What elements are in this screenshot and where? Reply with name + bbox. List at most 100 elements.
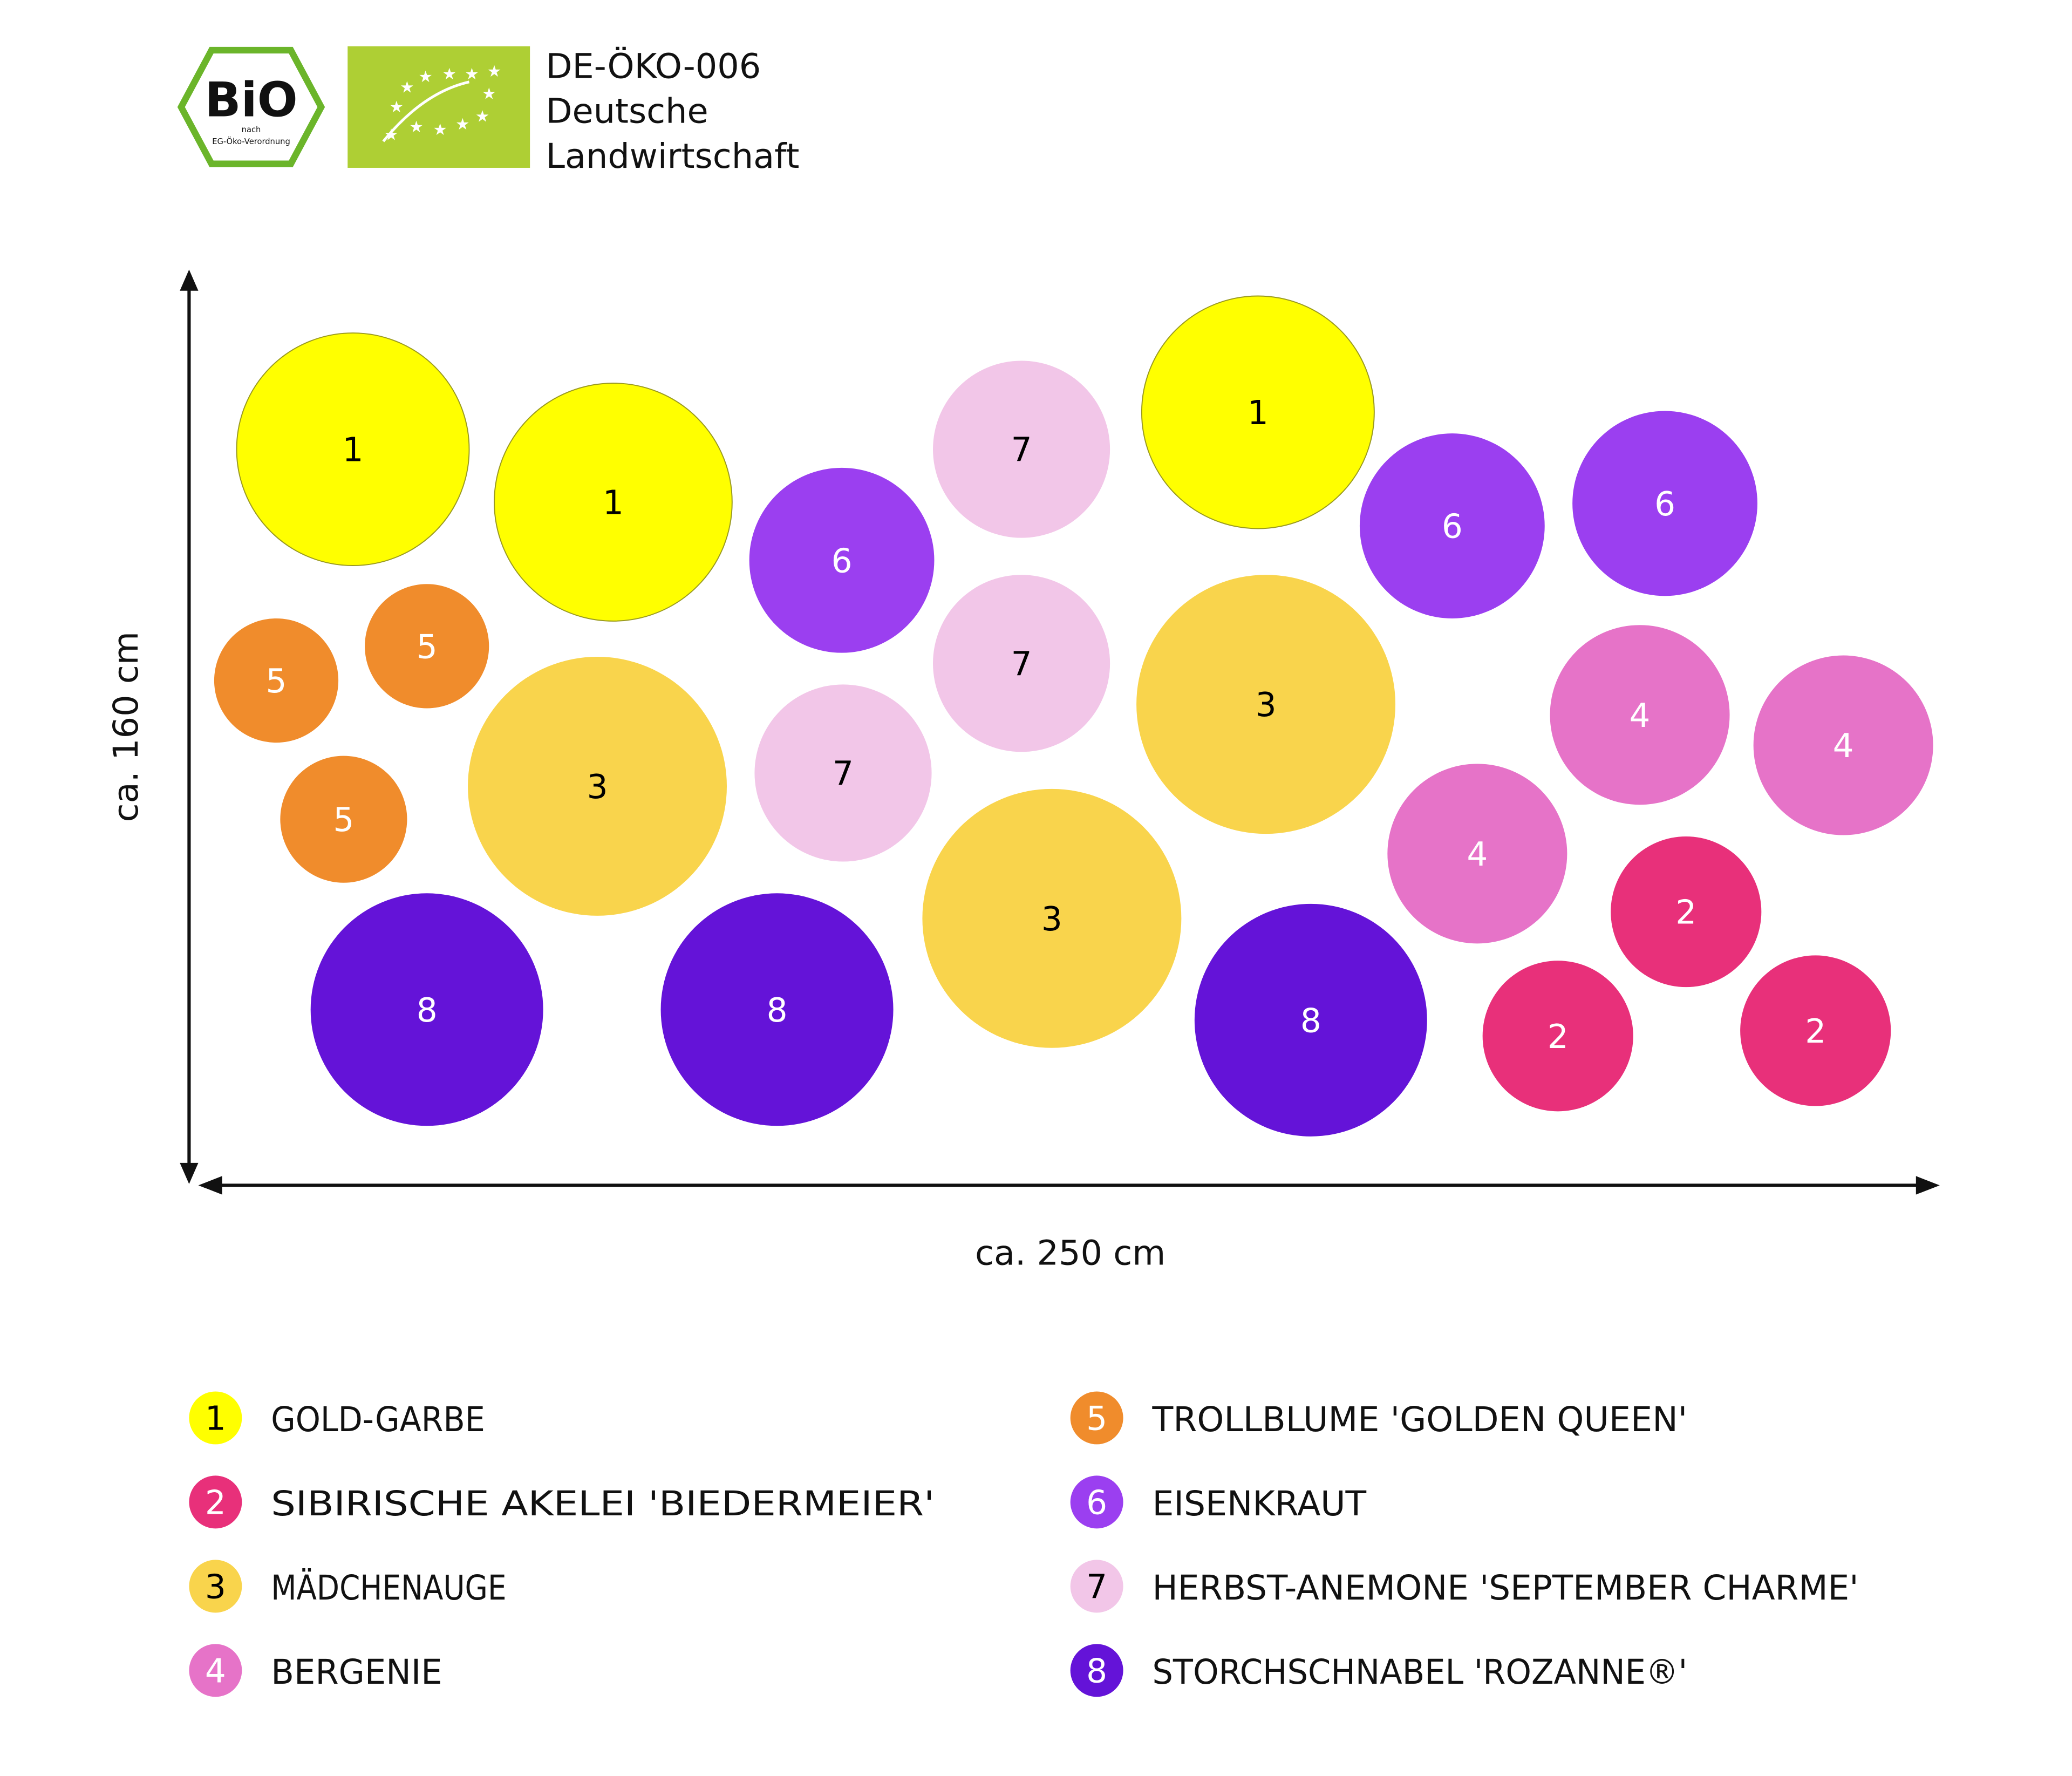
plant-number: 7: [1011, 645, 1032, 683]
plant-number: 6: [1654, 485, 1675, 523]
plant-circle-1: 1: [494, 383, 733, 622]
plant-number: 3: [587, 768, 608, 806]
plant-number: 3: [1256, 686, 1277, 724]
plant-circle-2: 2: [1740, 955, 1891, 1106]
plant-number: 5: [333, 801, 354, 839]
plant-number: 7: [833, 755, 854, 793]
plant-circle-3: 3: [468, 656, 727, 916]
svg-text:★: ★: [475, 107, 489, 125]
legend-number: 7: [1086, 1568, 1107, 1606]
plant-circle-4: 4: [1550, 625, 1730, 805]
plant-number: 4: [1833, 727, 1854, 765]
legend-number: 4: [205, 1652, 226, 1690]
legend-label: STORCHSCHNABEL 'ROZANNE®': [1152, 1652, 1687, 1692]
plant-number: 5: [266, 662, 287, 700]
svg-text:★: ★: [409, 118, 423, 136]
plant-circle-8: 8: [660, 893, 894, 1126]
plant-circle-4: 4: [1753, 655, 1933, 835]
plant-circle-fill: [468, 656, 727, 916]
legend-item: 7 HERBST-ANEMONE 'SEPTEMBER CHARME': [1070, 1560, 1859, 1613]
plant-circle-fill: [749, 467, 935, 653]
plant-circle-fill: [236, 332, 470, 567]
svg-text:★: ★: [455, 115, 469, 133]
plant-circle-4: 4: [1387, 764, 1567, 944]
legend-number: 3: [205, 1568, 226, 1606]
plant-number: 8: [767, 991, 788, 1030]
plant-number: 2: [1805, 1012, 1826, 1051]
legend-item: 5 TROLLBLUME 'GOLDEN QUEEN': [1070, 1391, 1687, 1445]
plant-number: 5: [417, 628, 438, 666]
plant-circle-fill: [280, 756, 407, 883]
svg-text:★: ★: [419, 67, 433, 86]
plant-circle-7: 7: [754, 684, 932, 862]
planting-bed: 1 1 1 7 7 7 6 6 6 5 5 5 3 3 3 4 4 4 2 2 2 8 8 8: [214, 295, 1933, 1137]
plant-circle-8: 8: [310, 893, 543, 1126]
svg-text:★: ★: [390, 98, 404, 116]
cert-line-3: Landwirtschaft: [546, 137, 800, 176]
plant-circle-5: 5: [280, 756, 407, 883]
plant-circle-fill: [1611, 836, 1762, 988]
legend-number: 6: [1086, 1484, 1107, 1522]
dimension-arrows: [180, 269, 1940, 1195]
plant-circle-fill: [214, 618, 339, 743]
plant-number: 1: [1248, 394, 1269, 432]
plant-circle-fill: [1572, 411, 1757, 596]
legend-swatch: [189, 1560, 242, 1613]
plant-number: 4: [1630, 697, 1651, 735]
plant-circle-fill: [1359, 433, 1545, 618]
bio-seal-logo: BiO nach EG-Öko-Verordnung: [177, 46, 325, 167]
width-label: ca. 250 cm: [975, 1233, 1166, 1273]
plant-circle-fill: [1550, 625, 1730, 805]
certification-text: DE-ÖKO-006 Deutsche Landwirtschaft: [546, 46, 800, 176]
plant-circle-fill: [1387, 764, 1567, 944]
svg-text:★: ★: [442, 65, 456, 83]
legend-swatch: [189, 1391, 242, 1445]
plant-number: 2: [1675, 894, 1696, 932]
plant-circle-fill: [933, 575, 1110, 752]
plant-number: 7: [1011, 431, 1032, 469]
plant-number: 2: [1548, 1018, 1569, 1056]
plant-circle-3: 3: [1136, 575, 1396, 834]
legend-swatch: [1070, 1644, 1123, 1697]
svg-text:★: ★: [384, 126, 398, 144]
svg-text:★: ★: [487, 62, 501, 80]
eu-organic-leaf-icon: ★★ ★ ★ ★ ★★★ ★ ★ ★ ★: [347, 46, 530, 168]
plant-number: 1: [603, 484, 624, 522]
svg-text:★: ★: [482, 85, 496, 103]
plant-number: 8: [417, 991, 438, 1030]
legend-label: HERBST-ANEMONE 'SEPTEMBER CHARME': [1152, 1568, 1858, 1608]
legend-item: 2 SIBIRISCHE AKELEI 'BIEDERMEIER': [189, 1475, 935, 1529]
legend-item: 8 STORCHSCHNABEL 'ROZANNE®': [1070, 1644, 1687, 1697]
legend-number: 5: [1086, 1399, 1107, 1438]
plant-circle-fill: [1194, 903, 1427, 1137]
legend-label: EISENKRAUT: [1152, 1484, 1367, 1524]
legend-swatch: [1070, 1560, 1123, 1613]
plant-circle-fill: [933, 360, 1110, 538]
plant-circle-6: 6: [1359, 433, 1545, 618]
plant-circle-fill: [1141, 295, 1375, 529]
legend-item: 3 MÄDCHENAUGE: [189, 1560, 507, 1613]
svg-text:★: ★: [400, 78, 414, 96]
legend-item: 6 EISENKRAUT: [1070, 1475, 1367, 1529]
plant-circle-1: 1: [1141, 295, 1375, 529]
plant-circle-2: 2: [1611, 836, 1762, 988]
plant-number: 1: [343, 431, 364, 469]
height-label: ca. 160 cm: [106, 631, 146, 822]
svg-text:★: ★: [433, 120, 447, 139]
legend-item: 1 GOLD-GARBE: [189, 1391, 485, 1445]
legend-number: 8: [1086, 1652, 1107, 1690]
plant-circle-7: 7: [933, 575, 1110, 752]
bio-logo-sub1: nach: [242, 125, 261, 134]
legend-swatch: [1070, 1391, 1123, 1445]
legend: 1 GOLD-GARBE 2 SIBIRISCHE AKELEI 'BIEDERMEI…: [189, 1391, 1859, 1697]
plant-circle-fill: [754, 684, 932, 862]
plant-number: 6: [1442, 508, 1463, 546]
plant-circle-fill: [922, 788, 1182, 1048]
plant-circle-5: 5: [365, 584, 489, 709]
legend-label: MÄDCHENAUGE: [271, 1568, 506, 1608]
plant-circle-6: 6: [1572, 411, 1757, 596]
plant-circle-fill: [1136, 575, 1396, 834]
plant-circle-fill: [494, 383, 733, 622]
plant-circle-fill: [1740, 955, 1891, 1106]
